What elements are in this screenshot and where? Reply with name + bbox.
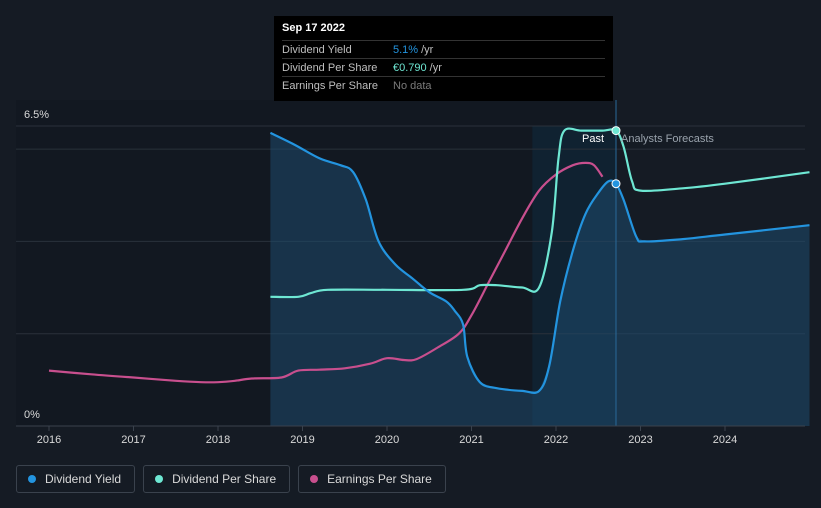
tooltip-value: €0.790 bbox=[393, 61, 427, 74]
data-tooltip: Sep 17 2022 Dividend Yield 5.1% /yr Divi… bbox=[274, 16, 613, 101]
series-markers bbox=[611, 126, 621, 189]
forecast-label: Analysts Forecasts bbox=[621, 133, 714, 145]
x-tick-label: 2016 bbox=[37, 434, 61, 446]
legend-item-dividend-per-share[interactable]: Dividend Per Share bbox=[143, 465, 291, 493]
legend-label: Earnings Per Share bbox=[327, 472, 432, 486]
x-tick-label: 2021 bbox=[459, 434, 483, 446]
x-tick-label: 2020 bbox=[375, 434, 399, 446]
tooltip-value: 5.1% bbox=[393, 43, 419, 56]
series-lines bbox=[48, 127, 810, 394]
legend-dot-icon bbox=[28, 475, 36, 483]
past-label: Past bbox=[582, 133, 604, 145]
tooltip-unit: /yr bbox=[421, 43, 434, 56]
series-line-earnings-per-share bbox=[48, 161, 604, 384]
x-axis-ticks: 2016 2017 2018 2019 2020 2021 2022 2023 2024 bbox=[37, 426, 737, 446]
x-tick-label: 2018 bbox=[206, 434, 230, 446]
legend-item-dividend-yield[interactable]: Dividend Yield bbox=[16, 465, 136, 493]
dividend-yield-marker bbox=[611, 179, 621, 189]
y-axis-bottom-label: 0% bbox=[24, 409, 40, 421]
x-tick-label: 2024 bbox=[713, 434, 737, 446]
legend-item-earnings-per-share[interactable]: Earnings Per Share bbox=[298, 465, 446, 493]
tooltip-label: Dividend Per Share bbox=[282, 61, 378, 74]
y-axis-top-label: 6.5% bbox=[24, 109, 49, 121]
x-tick-label: 2019 bbox=[290, 434, 314, 446]
tooltip-row-eps: Earnings Per Share No data bbox=[282, 76, 605, 94]
legend-label: Dividend Yield bbox=[45, 472, 122, 486]
x-tick-label: 2022 bbox=[544, 434, 568, 446]
tooltip-row-dividend-yield: Dividend Yield 5.1% /yr bbox=[282, 40, 605, 58]
series-line-dividend-yield bbox=[269, 131, 810, 394]
series-line-dividend-per-share bbox=[270, 127, 810, 299]
legend: Dividend Yield Dividend Per Share Earnin… bbox=[16, 465, 446, 493]
x-tick-label: 2017 bbox=[121, 434, 145, 446]
tooltip-label: Earnings Per Share bbox=[282, 79, 378, 92]
tooltip-date: Sep 17 2022 bbox=[282, 22, 345, 34]
tooltip-label: Dividend Yield bbox=[282, 43, 352, 56]
tooltip-row-dps: Dividend Per Share €0.790 /yr bbox=[282, 58, 605, 76]
tooltip-value: No data bbox=[393, 79, 432, 92]
dividend-yield-area bbox=[270, 132, 810, 426]
legend-dot-icon bbox=[310, 475, 319, 483]
dividend-per-share-marker bbox=[611, 126, 621, 136]
x-tick-label: 2023 bbox=[628, 434, 652, 446]
legend-dot-icon bbox=[155, 475, 164, 483]
tooltip-unit: /yr bbox=[429, 61, 442, 74]
legend-label: Dividend Per Share bbox=[172, 472, 277, 486]
